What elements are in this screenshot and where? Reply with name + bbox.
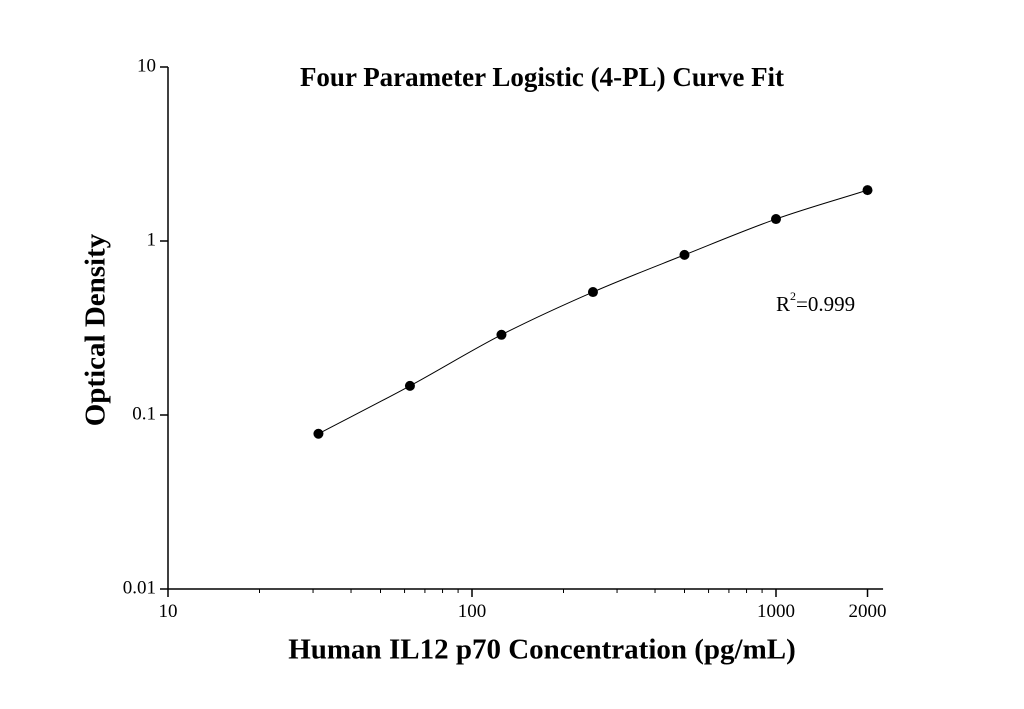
r-squared: R2=0.999 (776, 289, 855, 316)
x-tick-label: 2000 (849, 601, 887, 622)
y-tick-label: 0.1 (132, 403, 156, 424)
data-point (862, 185, 873, 196)
data-point (313, 428, 324, 439)
data-point (679, 249, 690, 260)
y-tick-label: 1 (147, 229, 157, 250)
chart-title: Four Parameter Logistic (4-PL) Curve Fit (300, 62, 784, 92)
y-tick-label: 10 (137, 55, 156, 76)
data-point (404, 380, 415, 391)
r-value: =0.999 (796, 292, 855, 316)
data-point (771, 214, 781, 225)
y-axis-label: Optical Density (80, 233, 112, 426)
x-tick-label: 100 (458, 601, 487, 622)
x-axis-label: Human IL12 p70 Concentration (pg/mL) (288, 634, 796, 666)
r-symbol: R (776, 292, 790, 316)
y-tick-label: 0.01 (123, 577, 156, 598)
data-point (587, 287, 598, 298)
data-point (496, 329, 507, 340)
r-exponent: 2 (790, 289, 796, 303)
x-tick-label: 10 (159, 601, 178, 622)
x-tick-label: 1000 (757, 601, 795, 622)
